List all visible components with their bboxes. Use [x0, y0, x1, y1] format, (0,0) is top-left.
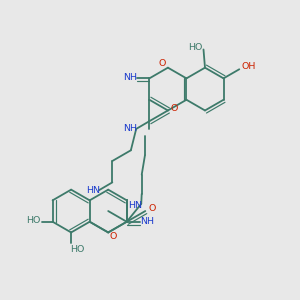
Text: HN: HN [128, 201, 142, 210]
Text: OH: OH [241, 62, 255, 71]
Text: NH: NH [123, 124, 137, 134]
Text: HN: HN [86, 186, 100, 195]
Text: NH: NH [123, 73, 137, 82]
Text: HO: HO [70, 244, 85, 253]
Text: NH: NH [140, 217, 154, 226]
Text: HO: HO [26, 216, 40, 225]
Text: O: O [148, 204, 155, 213]
Text: O: O [171, 103, 178, 112]
Text: O: O [110, 232, 117, 241]
Text: O: O [159, 59, 166, 68]
Text: HO: HO [188, 43, 202, 52]
